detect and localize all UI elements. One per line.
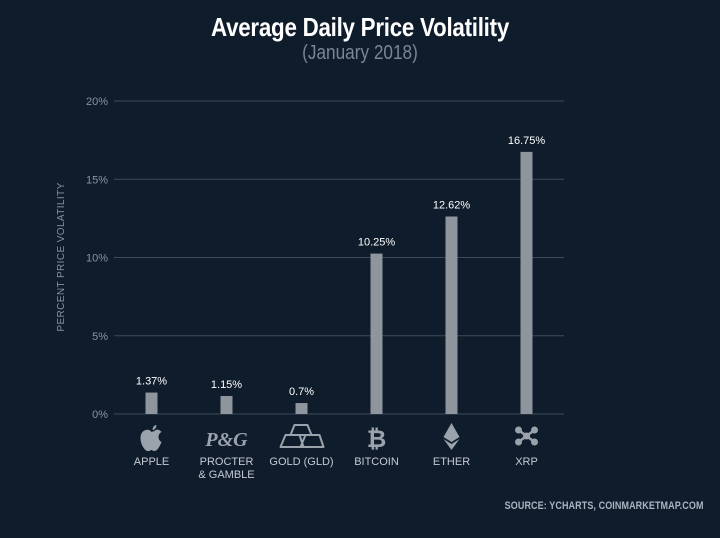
x-tick-label: BITCOIN — [354, 456, 399, 468]
ether-icon — [443, 423, 460, 450]
data-label: 10.25% — [358, 237, 396, 249]
bar — [145, 392, 158, 414]
gold-bars-icon — [279, 424, 325, 448]
x-tick-label: XRP — [515, 456, 538, 468]
bar — [295, 403, 308, 414]
data-label: 0.7% — [289, 386, 314, 398]
data-label: 1.37% — [136, 376, 167, 388]
y-tick-label: 5% — [92, 331, 108, 343]
chart-title: Average Daily Price Volatility — [211, 12, 509, 42]
data-label: 16.75% — [508, 135, 546, 147]
x-tick-label: GOLD (GLD) — [269, 456, 333, 468]
y-tick-label: 20% — [86, 96, 108, 108]
bitcoin-icon: ₿ — [367, 425, 387, 453]
y-tick-label: 15% — [86, 174, 108, 186]
chart-subtitle: (January 2018) — [302, 42, 418, 64]
x-tick-label: PROCTER — [200, 456, 254, 468]
y-tick-label: 0% — [92, 409, 108, 421]
bar — [370, 253, 383, 414]
pg-logo-text: P&G — [204, 429, 248, 451]
data-label: 12.62% — [433, 199, 471, 211]
x-tick-label: ETHER — [433, 456, 470, 468]
data-label: 1.15% — [211, 379, 242, 391]
xrp-icon — [515, 426, 538, 446]
bar — [520, 151, 533, 415]
bar — [445, 216, 458, 414]
y-axis-label: PERCENT PRICE VOLATILITY — [56, 182, 67, 331]
bar — [220, 396, 233, 414]
y-tick-label: 10% — [86, 253, 108, 265]
source-note: SOURCE: YCHARTS, COINMARKETMAP.COM — [505, 500, 704, 512]
x-tick-label: APPLE — [134, 456, 169, 468]
svg-text:₿: ₿ — [367, 425, 387, 453]
x-tick-label: & GAMBLE — [198, 469, 254, 481]
apple-icon — [140, 425, 162, 452]
pg-logo-icon: P&G — [204, 429, 248, 451]
